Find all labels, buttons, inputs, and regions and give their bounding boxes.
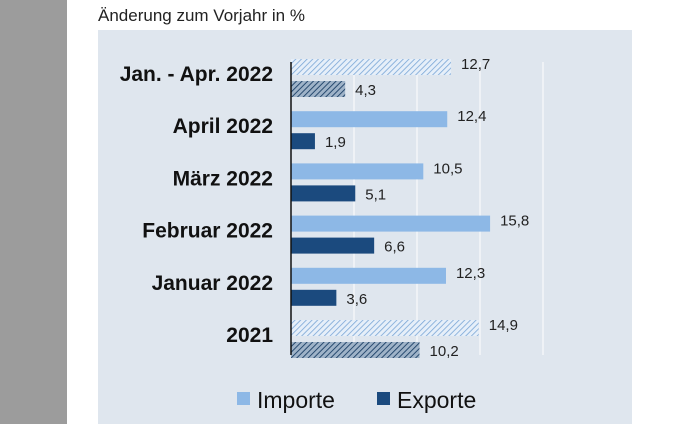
legend-label-exporte: Exporte <box>397 387 476 413</box>
data-label-importe: 14,9 <box>489 317 518 334</box>
data-label-exporte: 5,1 <box>365 186 386 203</box>
data-label-importe: 12,3 <box>456 265 485 282</box>
category-label: April 2022 <box>173 115 273 138</box>
chart-subtitle: Änderung zum Vorjahr in % <box>98 6 305 25</box>
bar-importe <box>291 267 446 284</box>
legend: Importe Exporte <box>237 387 476 413</box>
grid-lines <box>353 62 544 355</box>
bar-importe <box>291 215 491 232</box>
data-label-exporte: 1,9 <box>325 134 346 151</box>
bar-exporte <box>291 185 356 202</box>
data-label-importe: 12,7 <box>461 56 490 73</box>
data-label-importe: 10,5 <box>433 160 462 177</box>
category-label: Januar 2022 <box>152 272 273 295</box>
data-label-importe: 12,4 <box>457 108 486 125</box>
bar-exporte <box>291 342 420 358</box>
data-label-exporte: 10,2 <box>430 343 459 360</box>
data-label-importe: 15,8 <box>500 213 529 230</box>
left-gray-strip <box>0 0 67 424</box>
plot-panel: Jan. - Apr. 2022 12,7 4,3 April 2022 12,4 1,9… <box>98 30 632 424</box>
category-label: Jan. - Apr. 2022 <box>120 63 273 86</box>
bar-importe <box>291 111 448 128</box>
bar-chart: Jan. - Apr. 2022 12,7 4,3 April 2022 12,4 1,9… <box>120 56 544 413</box>
bar-exporte <box>291 237 375 254</box>
legend-label-importe: Importe <box>257 387 335 413</box>
category-label: 2021 <box>226 324 273 347</box>
category-label: März 2022 <box>173 167 273 190</box>
legend-swatch-importe <box>237 392 250 405</box>
bar-importe <box>291 320 479 336</box>
bars <box>291 59 491 358</box>
labels: Jan. - Apr. 2022 12,7 4,3 April 2022 12,4 1,9… <box>120 56 530 360</box>
data-label-exporte: 6,6 <box>384 239 405 256</box>
data-label-exporte: 3,6 <box>346 291 367 308</box>
category-label: Februar 2022 <box>142 220 273 243</box>
bar-exporte <box>291 133 315 150</box>
data-label-exporte: 4,3 <box>355 82 376 99</box>
bar-exporte <box>291 81 346 97</box>
bar-exporte <box>291 289 337 306</box>
bar-importe <box>291 163 424 180</box>
bar-importe <box>291 59 452 75</box>
legend-swatch-exporte <box>377 392 390 405</box>
